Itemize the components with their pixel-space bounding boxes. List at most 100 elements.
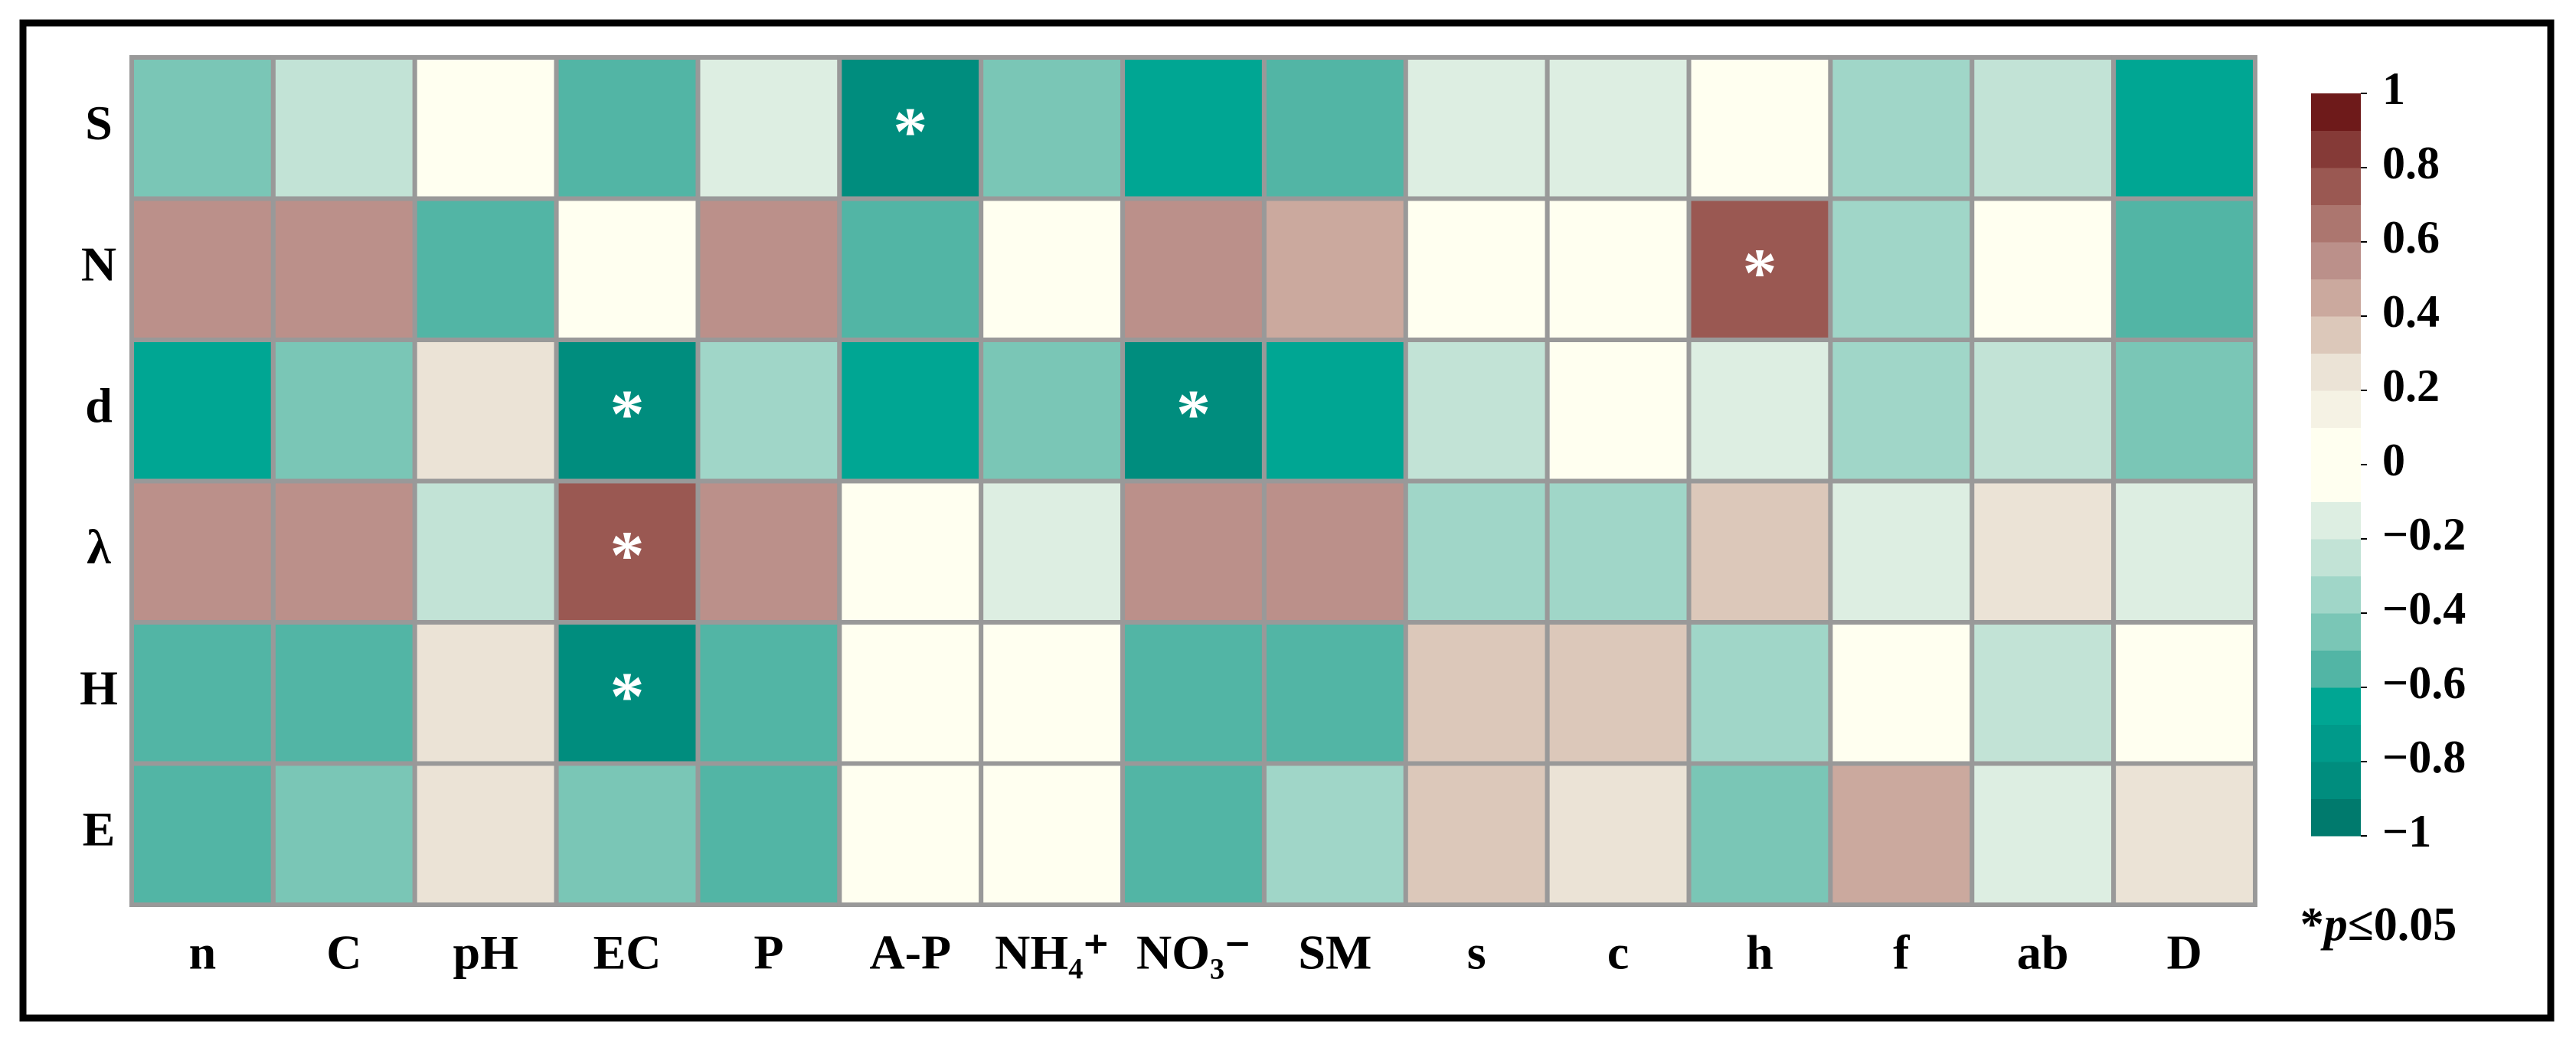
colorbar-tick-label: 0.8	[2382, 138, 2440, 188]
heatmap-cell	[695, 478, 842, 625]
heatmap-cell	[1686, 620, 1833, 766]
heatmap-cell	[554, 55, 701, 201]
row-label: d	[85, 378, 113, 432]
heatmap-cell	[1120, 55, 1267, 201]
colorbar-segment	[2311, 390, 2361, 428]
heatmap-cell	[1403, 761, 1550, 907]
heatmap-cell	[2111, 196, 2257, 342]
significance-mark: *	[1742, 235, 1777, 311]
colorbar-tick-label: 0.6	[2382, 212, 2440, 263]
heatmap-cell	[1970, 196, 2117, 342]
heatmap-cell	[1545, 338, 1692, 484]
row-label: E	[83, 801, 116, 856]
heatmap-cell	[979, 55, 1126, 201]
heatmap-cell	[1686, 478, 1833, 625]
heatmap-cell	[554, 196, 701, 342]
colorbar-segment	[2311, 798, 2361, 837]
colorbar-segment	[2311, 168, 2361, 205]
heatmap-cell	[837, 196, 984, 342]
colorbar-tick-label: −0.2	[2382, 509, 2466, 560]
significance-mark: *	[893, 94, 927, 170]
column-label: n	[189, 925, 217, 980]
heatmap-cell	[695, 55, 842, 201]
heatmap-cell	[837, 620, 984, 766]
heatmap-cell	[1261, 478, 1408, 625]
heatmap-cell	[1686, 55, 1833, 201]
colorbar-segment	[2311, 501, 2361, 540]
heatmap-cell	[979, 338, 1126, 484]
column-label: ab	[2017, 925, 2069, 980]
significance-mark: *	[610, 659, 645, 735]
row-label: S	[85, 96, 113, 150]
significance-note: *p≤0.05	[2300, 899, 2457, 951]
colorbar-segment	[2311, 539, 2361, 576]
colorbar-segment	[2311, 279, 2361, 317]
heatmap-cell	[1261, 761, 1408, 907]
significance-mark: *	[610, 377, 645, 452]
row-label: λ	[87, 519, 111, 573]
colorbar-segment	[2311, 687, 2361, 725]
heatmap-cell	[1261, 55, 1408, 201]
heatmap-cell	[1403, 338, 1550, 484]
heatmap-cell	[979, 620, 1126, 766]
heatmap-cell	[554, 761, 701, 907]
heatmap-cell	[2111, 761, 2257, 907]
heatmap-cell	[2111, 55, 2257, 201]
heatmap-cell	[1970, 478, 2117, 625]
heatmap-cell	[1403, 478, 1550, 625]
heatmap-cell	[1403, 55, 1550, 201]
colorbar-tick-label: −1	[2382, 806, 2431, 857]
column-label: A-P	[869, 925, 951, 980]
heatmap-cell	[2111, 478, 2257, 625]
heatmap-cell	[1828, 196, 1975, 342]
heatmap-cell	[837, 478, 984, 625]
heatmap-cell	[1403, 620, 1550, 766]
heatmap-cell	[129, 620, 276, 766]
heatmap-cell	[129, 338, 276, 484]
significance-mark: *	[610, 517, 645, 593]
heatmap-cell	[979, 478, 1126, 625]
heatmap-cell	[837, 761, 984, 907]
column-label: h	[1746, 925, 1773, 980]
heatmap-cell	[1545, 620, 1692, 766]
heatmap-cell	[1120, 761, 1267, 907]
row-label: H	[80, 661, 118, 715]
colorbar-segment	[2311, 613, 2361, 651]
heatmap-cell	[129, 196, 276, 342]
heatmap-cell	[1828, 478, 1975, 625]
column-label: NO₃⁻	[1136, 925, 1250, 980]
heatmap-cell	[129, 55, 276, 201]
heatmap-cell	[554, 478, 701, 625]
heatmap-cell	[1686, 338, 1833, 484]
heatmap-cell	[1120, 620, 1267, 766]
heatmap-cell	[1828, 55, 1975, 201]
heatmap-cell	[412, 196, 559, 342]
colorbar-segment	[2311, 242, 2361, 279]
heatmap-cell	[270, 478, 417, 625]
colorbar-tick-label: 0.4	[2382, 286, 2440, 337]
column-label: s	[1467, 925, 1486, 980]
heatmap-cell	[129, 478, 276, 625]
heatmap-cell	[1545, 196, 1692, 342]
heatmap-cell	[1970, 338, 2117, 484]
heatmap-cell	[129, 761, 276, 907]
heatmap-cell	[1261, 620, 1408, 766]
heatmap-cell	[1403, 196, 1550, 342]
colorbar-tick-label: 1	[2382, 64, 2405, 114]
heatmap-cell	[270, 196, 417, 342]
colorbar-segment	[2311, 427, 2361, 465]
row-label: N	[81, 237, 116, 291]
colorbar-tick-label: −0.4	[2382, 583, 2466, 634]
heatmap-cell	[979, 196, 1126, 342]
heatmap-cell	[412, 338, 559, 484]
column-label: D	[2166, 925, 2202, 980]
note-variable: p	[2320, 899, 2348, 951]
heatmap-cell	[412, 620, 559, 766]
heatmap-cell	[270, 761, 417, 907]
heatmap-cell	[695, 620, 842, 766]
heatmap-cell	[2111, 338, 2257, 484]
heatmap-cell	[1261, 338, 1408, 484]
heatmap-cell	[695, 761, 842, 907]
column-label: f	[1893, 925, 1910, 980]
